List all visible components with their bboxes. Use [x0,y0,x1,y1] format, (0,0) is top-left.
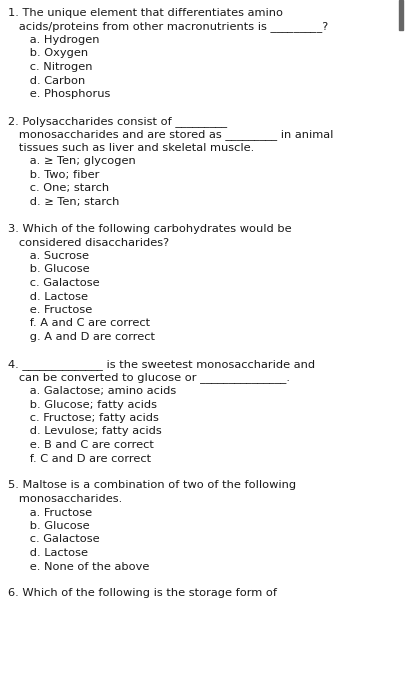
Text: d. Carbon: d. Carbon [8,76,85,85]
Text: e. B and C are correct: e. B and C are correct [8,440,153,450]
Text: c. Galactose: c. Galactose [8,278,99,288]
Text: 5. Maltose is a combination of two of the following: 5. Maltose is a combination of two of th… [8,480,295,491]
Text: f. A and C are correct: f. A and C are correct [8,318,150,328]
Text: e. Fructose: e. Fructose [8,305,92,315]
Text: b. Glucose; fatty acids: b. Glucose; fatty acids [8,400,157,410]
Text: considered disaccharides?: considered disaccharides? [8,237,169,248]
Text: b. Two; fiber: b. Two; fiber [8,170,99,180]
Text: 3. Which of the following carbohydrates would be: 3. Which of the following carbohydrates … [8,224,291,234]
Text: d. Levulose; fatty acids: d. Levulose; fatty acids [8,426,161,437]
Text: 6. Which of the following is the storage form of: 6. Which of the following is the storage… [8,589,276,598]
Text: a. Fructose: a. Fructose [8,508,92,517]
Text: acids/proteins from other macronutrients is _________?: acids/proteins from other macronutrients… [8,22,327,32]
Text: g. A and D are correct: g. A and D are correct [8,332,155,342]
Text: f. C and D are correct: f. C and D are correct [8,454,151,463]
Text: b. Glucose: b. Glucose [8,521,90,531]
Text: c. Fructose; fatty acids: c. Fructose; fatty acids [8,413,158,423]
Text: b. Glucose: b. Glucose [8,265,90,274]
Text: e. Phosphorus: e. Phosphorus [8,89,110,99]
Text: 2. Polysaccharides consist of _________: 2. Polysaccharides consist of _________ [8,116,226,127]
Text: d. Lactose: d. Lactose [8,548,88,558]
Text: a. Hydrogen: a. Hydrogen [8,35,99,45]
Text: d. ≥ Ten; starch: d. ≥ Ten; starch [8,197,119,207]
Text: c. One; starch: c. One; starch [8,183,109,193]
Text: d. Lactose: d. Lactose [8,291,88,302]
Text: c. Nitrogen: c. Nitrogen [8,62,92,72]
Text: 4. ______________ is the sweetest monosaccharide and: 4. ______________ is the sweetest monosa… [8,359,314,370]
Text: 1. The unique element that differentiates amino: 1. The unique element that differentiate… [8,8,282,18]
Text: c. Galactose: c. Galactose [8,535,99,545]
Bar [398,0,402,30]
Text: tissues such as liver and skeletal muscle.: tissues such as liver and skeletal muscl… [8,143,254,153]
Text: monosaccharides and are stored as _________ in animal: monosaccharides and are stored as ______… [8,130,333,141]
Text: e. None of the above: e. None of the above [8,561,149,571]
Text: can be converted to glucose or _______________.: can be converted to glucose or _________… [8,372,289,384]
Text: a. Galactose; amino acids: a. Galactose; amino acids [8,386,176,396]
Text: b. Oxygen: b. Oxygen [8,48,88,59]
Text: monosaccharides.: monosaccharides. [8,494,122,504]
Text: a. ≥ Ten; glycogen: a. ≥ Ten; glycogen [8,157,135,167]
Text: a. Sucrose: a. Sucrose [8,251,89,261]
